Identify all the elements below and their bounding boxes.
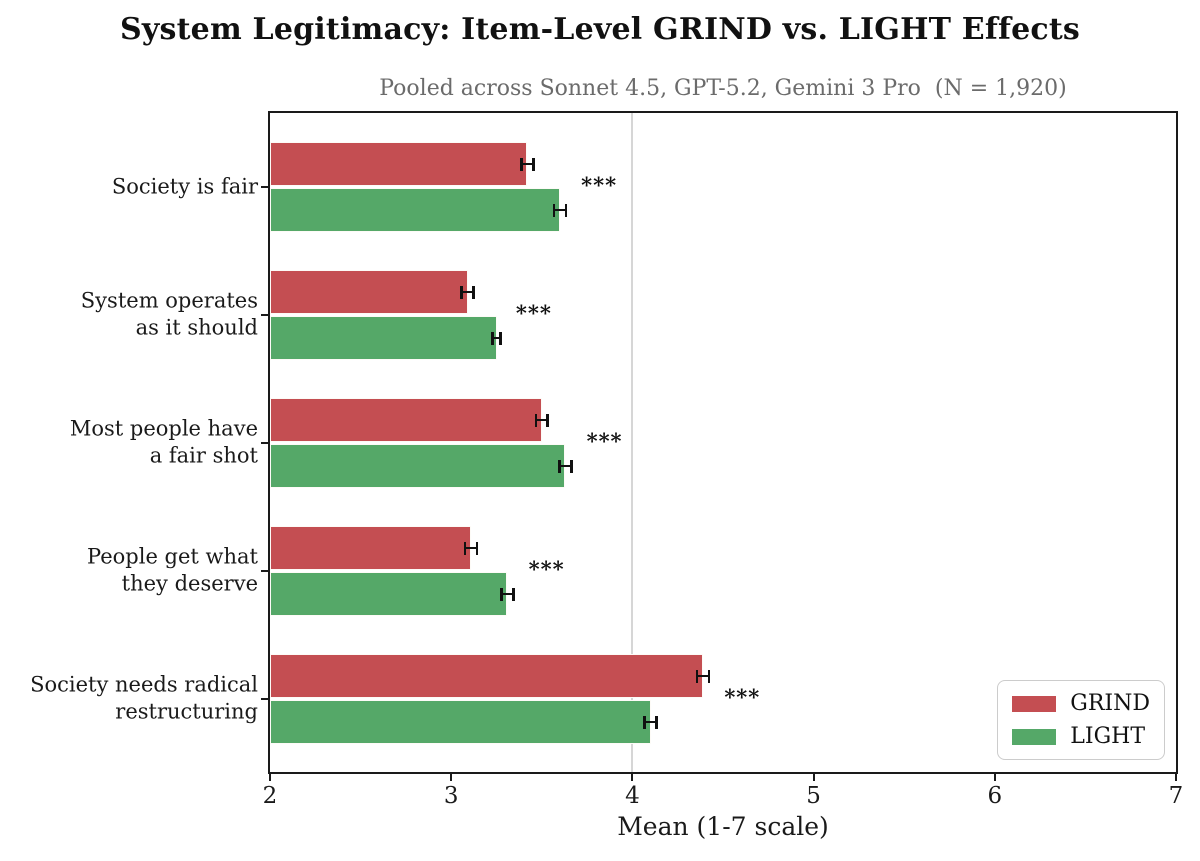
legend-entry: LIGHT (1012, 724, 1150, 749)
y-tick (261, 698, 268, 700)
legend-swatch-grind (1012, 695, 1057, 712)
x-tick-label: 7 (1168, 783, 1184, 809)
bar-light (270, 444, 566, 488)
error-bar-cap (475, 541, 479, 555)
error-bar-cap (546, 413, 550, 427)
y-axis-category-line: as it should (135, 316, 258, 340)
y-tick (261, 186, 268, 188)
legend-swatch-light (1012, 728, 1057, 745)
significance-stars: *** (528, 556, 565, 582)
bar-grind (270, 142, 528, 186)
x-tick-label: 4 (625, 783, 640, 809)
error-bar-line (460, 290, 475, 293)
bar-grind (270, 270, 468, 314)
bar-light (270, 572, 508, 616)
x-tick (631, 774, 634, 781)
significance-stars: *** (586, 428, 623, 454)
x-tick (269, 774, 271, 781)
error-bar (534, 413, 550, 427)
error-bar-line (520, 162, 535, 165)
y-axis-category-line: Society is fair (111, 174, 258, 199)
legend-entry: GRIND (1012, 691, 1150, 716)
error-bar (491, 331, 502, 345)
error-bar (500, 587, 515, 601)
y-axis-category-line: a fair shot (149, 444, 258, 468)
x-tick-label: 6 (987, 783, 1003, 809)
x-tick (812, 774, 815, 781)
error-bar-line (558, 464, 573, 467)
bar-light (270, 316, 497, 360)
y-axis-category-label: Society needs radical restructuring (20, 672, 258, 727)
chart-subtitle: Pooled across Sonnet 4.5, GPT-5.2, Gemin… (379, 76, 1067, 101)
error-bar-line (552, 208, 568, 211)
x-tick (1175, 774, 1177, 781)
y-axis-category-line: restructuring (115, 700, 258, 724)
error-bar-cap (569, 459, 573, 473)
significance-stars: *** (581, 172, 618, 198)
x-tick-label: 2 (262, 783, 278, 809)
error-bar-cap (499, 331, 502, 345)
y-axis-category-line: People get what (87, 544, 258, 569)
y-axis-category-label: People get what they deserve (20, 544, 258, 599)
bar-light (270, 188, 560, 232)
y-axis-category-line: System operates (80, 288, 258, 313)
y-tick (261, 442, 268, 444)
bar-grind (270, 526, 472, 570)
legend: GRIND LIGHT (997, 680, 1165, 760)
y-tick (261, 314, 268, 316)
x-tick-label: 5 (806, 783, 821, 809)
legend-label: GRIND (1070, 691, 1150, 716)
chart-title: System Legitimacy: Item-Level GRIND vs. … (120, 12, 1080, 47)
error-bar (552, 203, 568, 217)
error-bar-cap (655, 715, 658, 729)
y-tick (261, 570, 268, 572)
significance-stars: *** (515, 300, 552, 326)
error-bar-cap (564, 203, 568, 217)
significance-stars: *** (724, 684, 761, 710)
x-axis-label: Mean (1-7 scale) (617, 812, 829, 841)
error-bar (460, 285, 475, 299)
y-axis-category-line: Society needs radical (30, 672, 258, 697)
y-axis-category-label: Society is fair (20, 173, 258, 200)
plot-area: GRIND LIGHT *** *** *** *** *** (268, 111, 1178, 774)
error-bar-cap (707, 669, 711, 683)
y-axis-category-line: they deserve (121, 572, 258, 596)
error-bar-cap (512, 587, 515, 601)
error-bar-line (534, 418, 550, 421)
error-bar-line (643, 720, 658, 723)
error-bar-line (463, 546, 479, 549)
error-bar (643, 715, 658, 729)
bar-grind (270, 654, 704, 698)
error-bar-line (695, 674, 711, 677)
legend-label: LIGHT (1070, 724, 1146, 749)
error-bar (520, 157, 535, 171)
error-bar-line (500, 592, 515, 595)
y-axis-category-label: System operates as it should (20, 288, 258, 343)
x-tick (993, 774, 996, 781)
bar-light (270, 700, 651, 744)
error-bar (463, 541, 479, 555)
error-bar-cap (472, 285, 475, 299)
error-bar-cap (531, 157, 535, 171)
y-axis-category-label: Most people have a fair shot (20, 416, 258, 471)
error-bar (558, 459, 573, 473)
x-tick-label: 3 (443, 783, 459, 809)
y-axis-category-line: Most people have (69, 416, 258, 441)
error-bar (695, 669, 711, 683)
x-tick (450, 774, 453, 781)
reference-line (631, 113, 634, 772)
error-bar-line (491, 336, 502, 339)
bar-grind (270, 398, 542, 442)
